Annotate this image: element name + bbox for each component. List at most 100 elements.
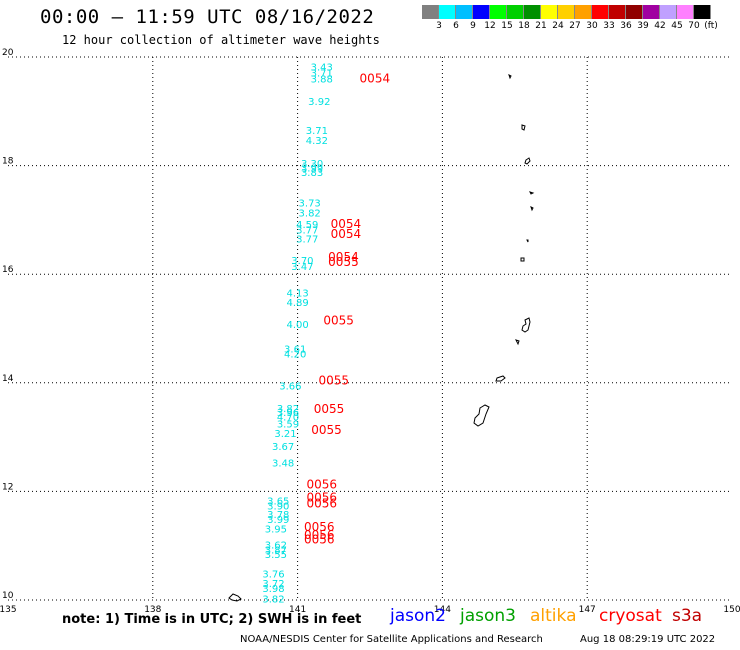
pass-time-label: 0054 (331, 227, 362, 241)
legend-label: 12 (484, 21, 496, 31)
wave-height-label: 3.83 (301, 168, 323, 179)
island-outline (520, 257, 525, 262)
wave-height-label: 4.13 (286, 288, 308, 299)
legend-label: 6 (453, 21, 459, 31)
island-outline (508, 74, 512, 80)
legend-label: 36 (620, 21, 632, 31)
legend-swatch (422, 5, 439, 19)
legend-swatch (609, 5, 626, 19)
color-legend: 3 6 9 12 15 18 21 24 27 30 33 36 39 42 45 70 (ft) (422, 5, 740, 31)
x-tick-label: 141 (289, 605, 306, 615)
wave-height-label: 3.78 (267, 510, 289, 521)
island-outline (515, 339, 520, 346)
x-tick-label: 150 (723, 605, 740, 615)
legend-swatch (694, 5, 711, 19)
wave-height-label: 3.82 (299, 209, 321, 220)
legend-label: 21 (535, 21, 547, 31)
x-tick-label: 135 (0, 605, 17, 615)
wave-height-label: 3.87 (265, 545, 287, 556)
pass-time-label: 0056 (304, 520, 335, 534)
wave-height-label: 3.82 (277, 404, 299, 415)
wave-height-label: 3.73 (299, 198, 321, 209)
footer-note: note: 1) Time is in UTC; 2) SWH is in fe… (62, 612, 362, 627)
wave-height-label: 3.72 (262, 579, 284, 590)
pass-time-label: 0054 (328, 250, 359, 264)
wave-height-label: 3.48 (272, 458, 294, 469)
pass-time-label: 0055 (319, 373, 350, 387)
island-outline (521, 124, 526, 131)
y-tick-label: 10 (2, 591, 14, 601)
page-subtitle: 12 hour collection of altimeter wave hei… (62, 33, 380, 47)
y-tick-label: 20 (2, 48, 14, 58)
y-tick-label: 14 (2, 374, 14, 384)
legend-swatch (643, 5, 660, 19)
legend-label: 39 (637, 21, 649, 31)
legend-label: 45 (671, 21, 683, 31)
legend-swatch (439, 5, 456, 19)
wave-height-label: 3.77 (296, 225, 318, 236)
wave-height-label: 4.70 (277, 412, 299, 423)
legend-swatch (575, 5, 592, 19)
y-tick-label: 12 (2, 482, 13, 492)
legend-swatch (558, 5, 575, 19)
page-title: 00:00 – 11:59 UTC 08/16/2022 (40, 6, 375, 28)
wave-height-label: 3.88 (311, 75, 333, 86)
wave-height-label: 3.95 (265, 525, 287, 536)
wave-height-label: 3.65 (267, 496, 289, 507)
legend-color-bar (422, 5, 740, 19)
pass-time-label: 0055 (328, 255, 359, 269)
wave-height-label: 4.00 (286, 320, 308, 331)
x-tick-label: 144 (434, 605, 451, 615)
wave-height-label: 3.21 (274, 429, 296, 440)
wave-height-label: 3.99 (301, 164, 323, 175)
wave-height-label: 3.61 (284, 344, 306, 355)
legend-swatch (473, 5, 490, 19)
legend-label: 3 (436, 21, 442, 31)
wave-height-label: 3.47 (291, 262, 313, 273)
legend-label: 15 (501, 21, 513, 31)
legend-swatch (507, 5, 524, 19)
legend-swatch (660, 5, 677, 19)
legend-swatch (677, 5, 694, 19)
wave-height-label: 3.62 (265, 540, 287, 551)
wave-height-label: 4.89 (286, 298, 308, 309)
island-outline (473, 404, 490, 427)
wave-height-label: 3.77 (296, 235, 318, 246)
pass-time-label: 0056 (306, 497, 337, 511)
legend-swatch (524, 5, 541, 19)
legend-swatch (626, 5, 643, 19)
x-tick-label: 147 (579, 605, 596, 615)
legend-labels: 3 6 9 12 15 18 21 24 27 30 33 36 39 42 45 70 (ft) (422, 19, 740, 31)
island-outline (228, 593, 242, 602)
pass-time-label: 0055 (314, 402, 345, 416)
satellite-jason3: jason3 (460, 606, 516, 626)
satellite-cryosat: cryosat (599, 606, 662, 626)
pass-time-label: 0054 (360, 72, 391, 86)
wave-height-label: 3.90 (267, 501, 289, 512)
satellite-s3a: s3a (672, 606, 703, 626)
legend-label: 18 (518, 21, 530, 31)
wave-height-label: 3.98 (262, 584, 284, 595)
pass-time-label: 0054 (331, 217, 362, 231)
pass-time-label: 0056 (306, 478, 337, 492)
island-outline (524, 157, 531, 165)
wave-height-label: 3.82 (262, 595, 284, 606)
wave-height-label: 3.43 (311, 63, 333, 74)
satellite-altika: altika (530, 606, 577, 626)
legend-label: 33 (603, 21, 615, 31)
pass-time-label: 0055 (323, 314, 354, 328)
island-outline (495, 375, 506, 382)
wave-height-label: 3.92 (308, 97, 330, 108)
pass-time-label: 0055 (311, 423, 342, 437)
pass-time-label: 0056 (306, 491, 337, 505)
island-outline (521, 317, 531, 333)
legend-swatch (490, 5, 507, 19)
credit-line: NOAA/NESDIS Center for Satellite Applica… (240, 634, 543, 645)
wave-height-label: 4.20 (284, 349, 306, 360)
satellite-jason2: jason2 (390, 606, 446, 626)
generation-timestamp: Aug 18 08:29:19 UTC 2022 (580, 634, 716, 645)
legend-label: 24 (552, 21, 564, 31)
legend-label: 42 (654, 21, 666, 31)
wave-height-label: 3.99 (267, 515, 289, 526)
